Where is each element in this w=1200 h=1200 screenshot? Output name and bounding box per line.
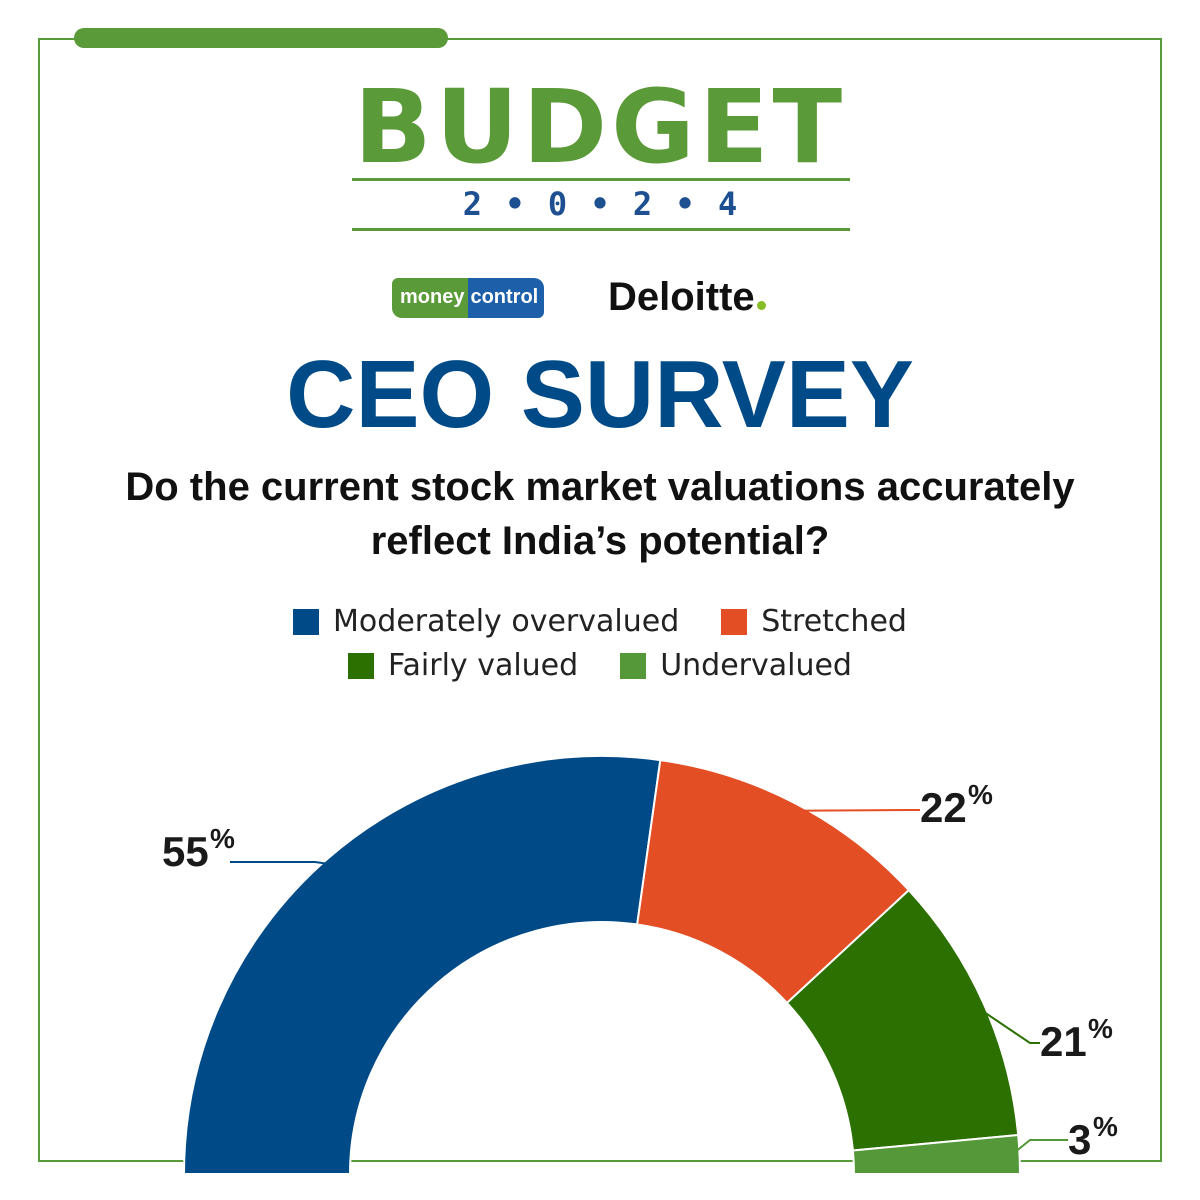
leader-line-moderately-overvalued — [230, 861, 334, 866]
budget-logo-rule-top — [352, 178, 850, 181]
percent-sign-undervalued: % — [1093, 1111, 1118, 1142]
legend-label-fairly-valued: Fairly valued — [388, 648, 579, 683]
legend-item-undervalued: Undervalued — [620, 646, 852, 686]
top-green-tab — [74, 28, 448, 48]
moneycontrol-logo-control: control — [468, 278, 545, 318]
leader-line-undervalued — [1010, 1139, 1068, 1156]
leader-line-stretched — [792, 809, 920, 812]
percent-sign-moderately-overvalued: % — [210, 823, 235, 854]
legend-swatch-fairly-valued — [348, 653, 375, 679]
value-label-fairly-valued: 21 — [1040, 1018, 1087, 1065]
legend-swatch-undervalued — [620, 653, 647, 679]
percent-sign-stretched: % — [968, 779, 993, 810]
survey-title: CEO SURVEY — [286, 341, 914, 448]
outer-frame — [38, 38, 1162, 1162]
budget-logo-rule-bottom — [352, 228, 850, 231]
legend-swatch-stretched — [721, 609, 748, 635]
value-label-undervalued: 3 — [1068, 1116, 1091, 1163]
budget-logo-year: 2 • 0 • 2 • 4 — [462, 185, 740, 223]
legend-item-stretched: Stretched — [721, 602, 907, 642]
chart-leader-lines — [230, 809, 1068, 1156]
survey-question: Do the current stock market valuations a… — [125, 465, 1075, 563]
legend-row-1: Moderately overvalued Stretched — [100, 602, 1100, 642]
legend-label-moderately-overvalued: Moderately overvalued — [333, 604, 680, 639]
legend-label-undervalued: Undervalued — [660, 648, 852, 683]
percent-sign-fairly-valued: % — [1088, 1013, 1113, 1044]
legend-swatch-moderately-overvalued — [293, 609, 320, 635]
deloitte-green-dot — [756, 301, 766, 310]
value-label-moderately-overvalued: 55 — [162, 828, 209, 875]
slice-moderately-overvalued — [182, 755, 662, 1175]
legend-row-2: Fairly valued Undervalued — [100, 646, 1100, 686]
deloitte-logo-text: Deloitte — [608, 275, 755, 319]
leader-line-fairly-valued — [975, 1006, 1040, 1044]
chart-slices — [182, 755, 1022, 1175]
budget-logo-word: BUDGET — [353, 68, 847, 187]
chart-value-labels: 55 %22 %21 %3% — [162, 779, 1118, 1163]
moneycontrol-logo-money: money — [392, 278, 469, 318]
moneycontrol-logo: money control — [392, 278, 590, 318]
legend-label-stretched: Stretched — [761, 604, 907, 639]
deloitte-logo: Deloitte — [608, 270, 766, 324]
legend-item-moderately-overvalued: Moderately overvalued — [293, 602, 679, 642]
value-label-stretched: 22 — [920, 784, 967, 831]
legend-item-fairly-valued: Fairly valued — [348, 646, 578, 686]
